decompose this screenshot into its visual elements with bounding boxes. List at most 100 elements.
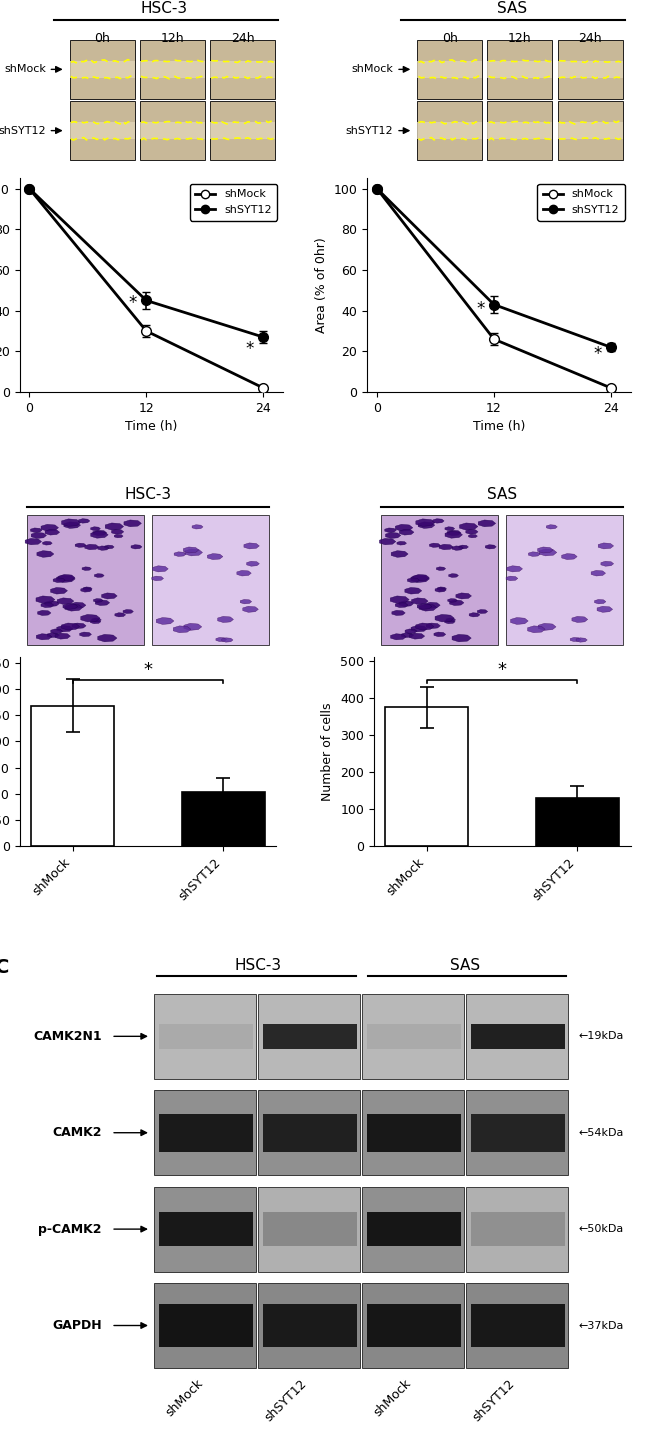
Bar (31, 705, 114, 846)
Bar (263, 1304, 357, 1347)
Polygon shape (45, 529, 60, 535)
Text: 24h: 24h (578, 32, 602, 45)
Polygon shape (469, 613, 480, 617)
Text: *: * (498, 660, 506, 679)
Bar (154, 994, 256, 1079)
Polygon shape (216, 637, 227, 642)
Polygon shape (62, 519, 81, 526)
Polygon shape (81, 614, 100, 622)
Polygon shape (410, 633, 424, 639)
Bar (182, 792, 265, 846)
Polygon shape (426, 623, 440, 629)
Polygon shape (447, 531, 461, 535)
Polygon shape (98, 634, 117, 642)
Polygon shape (31, 528, 42, 532)
Polygon shape (385, 528, 396, 532)
Bar (258, 1283, 360, 1368)
Text: 0h: 0h (442, 32, 458, 45)
Polygon shape (411, 626, 427, 632)
Bar (151, 515, 268, 645)
Polygon shape (507, 565, 523, 572)
Polygon shape (192, 525, 203, 529)
Bar (361, 1283, 463, 1368)
Polygon shape (57, 598, 74, 604)
Polygon shape (79, 519, 90, 523)
Text: shSYT12: shSYT12 (0, 125, 46, 136)
Polygon shape (448, 574, 458, 577)
Text: 12h: 12h (161, 32, 184, 45)
Polygon shape (153, 565, 168, 572)
Bar (154, 1187, 256, 1272)
Polygon shape (81, 588, 92, 593)
Bar (536, 797, 619, 846)
Polygon shape (419, 604, 437, 611)
Polygon shape (459, 545, 469, 549)
Text: p-CAMK2: p-CAMK2 (38, 1223, 102, 1236)
Polygon shape (45, 601, 59, 607)
Polygon shape (601, 561, 614, 567)
Bar (558, 40, 623, 98)
Bar (263, 1113, 357, 1152)
Polygon shape (595, 600, 606, 604)
Text: ←50kDa: ←50kDa (578, 1224, 624, 1234)
Polygon shape (452, 634, 471, 642)
Text: shSYT12: shSYT12 (263, 1377, 309, 1425)
Polygon shape (43, 541, 52, 545)
Polygon shape (41, 603, 54, 607)
Legend: shMock, shSYT12: shMock, shSYT12 (190, 185, 278, 221)
Bar (465, 994, 567, 1079)
Polygon shape (399, 529, 414, 535)
Polygon shape (390, 596, 410, 603)
Polygon shape (92, 619, 101, 622)
Bar (70, 40, 135, 98)
Bar (159, 1113, 253, 1152)
Polygon shape (413, 574, 429, 581)
Polygon shape (547, 525, 557, 529)
Polygon shape (437, 587, 447, 590)
Text: shSYT12: shSYT12 (471, 1377, 517, 1425)
Polygon shape (156, 617, 174, 624)
Polygon shape (391, 551, 408, 557)
Polygon shape (528, 626, 545, 633)
Polygon shape (105, 545, 114, 549)
Bar (417, 123, 482, 138)
Polygon shape (445, 620, 455, 624)
Polygon shape (399, 601, 413, 607)
Polygon shape (446, 619, 456, 622)
Polygon shape (244, 542, 259, 549)
Polygon shape (51, 587, 68, 594)
Polygon shape (477, 610, 488, 613)
Bar (367, 1024, 461, 1050)
Polygon shape (38, 610, 51, 616)
Polygon shape (57, 626, 73, 632)
Polygon shape (539, 549, 557, 557)
Polygon shape (41, 525, 58, 531)
Polygon shape (411, 598, 428, 604)
Text: shMock: shMock (4, 65, 46, 75)
Text: CAMK2: CAMK2 (53, 1126, 102, 1139)
Polygon shape (105, 523, 124, 531)
Text: GAPDH: GAPDH (53, 1319, 102, 1332)
Polygon shape (123, 610, 133, 613)
Polygon shape (65, 604, 83, 611)
Polygon shape (90, 620, 101, 624)
Bar (140, 40, 205, 98)
Polygon shape (174, 552, 186, 557)
Text: SAS: SAS (487, 487, 517, 502)
Bar (159, 1213, 253, 1246)
Polygon shape (112, 529, 124, 534)
Polygon shape (94, 598, 103, 603)
Polygon shape (436, 567, 446, 571)
Bar (385, 708, 468, 846)
Polygon shape (93, 531, 107, 535)
Bar (263, 1213, 357, 1246)
X-axis label: Time (h): Time (h) (473, 420, 525, 434)
Bar (210, 101, 275, 160)
Polygon shape (240, 600, 252, 604)
Bar (140, 61, 205, 78)
Polygon shape (538, 623, 556, 630)
Polygon shape (392, 610, 405, 616)
Text: *: * (593, 346, 602, 363)
Bar (417, 61, 482, 78)
Polygon shape (405, 629, 417, 633)
